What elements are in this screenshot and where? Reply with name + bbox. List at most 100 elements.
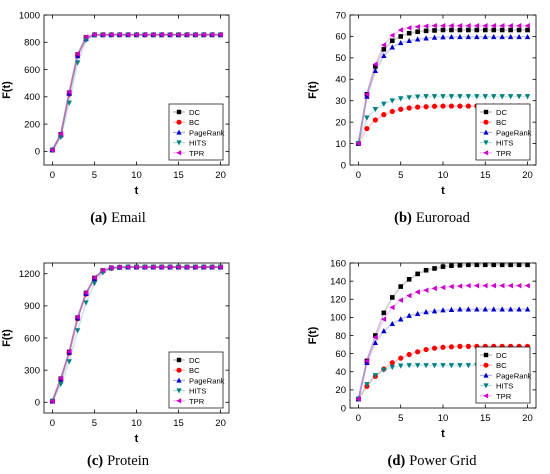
data-point-euroroad-4 xyxy=(380,42,387,48)
legend-label-euroroad-4: TPR xyxy=(496,149,512,158)
data-point-euroroad-2 xyxy=(364,93,370,99)
data-point-power-grid-4 xyxy=(355,396,361,402)
data-point-email-3 xyxy=(58,134,64,140)
data-point-power-grid-2 xyxy=(448,306,455,312)
data-point-euroroad-0 xyxy=(499,27,505,33)
data-point-email-3 xyxy=(83,37,89,44)
data-point-power-grid-0 xyxy=(508,262,513,268)
data-point-power-grid-3 xyxy=(440,363,446,369)
data-point-protein-4 xyxy=(133,264,139,270)
y-tick-label-email: 600 xyxy=(24,65,40,76)
y-tick-label-euroroad: 50 xyxy=(335,53,346,64)
x-axis-label-power-grid: t xyxy=(441,428,445,440)
data-point-email-2 xyxy=(74,53,81,59)
data-point-euroroad-3 xyxy=(516,94,522,100)
y-tick-label-euroroad: 20 xyxy=(335,117,346,128)
data-point-protein-4 xyxy=(99,267,106,273)
data-point-power-grid-2 xyxy=(457,306,463,312)
data-point-email-4 xyxy=(175,31,181,38)
data-point-euroroad-1 xyxy=(457,103,463,109)
data-point-power-grid-2 xyxy=(381,328,387,334)
y-tick-label-euroroad: 60 xyxy=(335,32,346,43)
data-point-euroroad-3 xyxy=(389,98,395,104)
data-point-euroroad-4 xyxy=(473,23,480,29)
plot-area-power-grid: 0 5 10 15 20 0 20 40 60 80 100 120 140 160 t F(t) DCBCPa… xyxy=(307,258,537,440)
data-point-euroroad-2 xyxy=(524,33,531,40)
data-point-power-grid-2 xyxy=(414,310,421,317)
data-point-euroroad-4 xyxy=(482,23,488,29)
data-point-power-grid-2 xyxy=(372,339,379,346)
data-point-euroroad-0 xyxy=(415,29,420,35)
y-tick-label-email: 200 xyxy=(24,119,40,130)
y-tick-label-power-grid: 100 xyxy=(330,313,346,324)
legend-label-euroroad-3: HITS xyxy=(496,139,513,148)
data-point-power-grid-2 xyxy=(499,306,505,312)
data-point-power-grid-0 xyxy=(449,263,454,269)
legend-marker-power-grid-2 xyxy=(483,372,489,378)
data-point-email-4 xyxy=(108,31,114,38)
y-tick-label-euroroad: 10 xyxy=(335,139,346,150)
x-tick-label-power-grid: 5 xyxy=(398,413,403,424)
data-point-power-grid-3 xyxy=(364,382,370,388)
data-point-power-grid-1 xyxy=(431,345,438,351)
legend-label-protein-3: HITS xyxy=(189,387,206,396)
data-point-euroroad-3 xyxy=(482,94,488,100)
data-point-euroroad-3 xyxy=(364,115,370,121)
data-point-power-grid-0 xyxy=(474,262,480,268)
data-point-protein-4 xyxy=(49,398,55,404)
x-axis-label-euroroad: t xyxy=(441,185,445,197)
data-point-protein-3 xyxy=(74,328,81,334)
caption-name-power-grid: Power Grid xyxy=(409,453,477,469)
data-point-power-grid-4 xyxy=(516,282,522,289)
legend-marker-power-grid-3 xyxy=(483,383,489,389)
data-point-email-4 xyxy=(116,31,122,38)
x-tick-label-euroroad: 10 xyxy=(438,170,449,181)
data-point-euroroad-1 xyxy=(398,106,404,112)
data-point-power-grid-4 xyxy=(448,283,454,290)
data-point-euroroad-2 xyxy=(499,33,505,40)
legend-marker-power-grid-4 xyxy=(483,393,489,399)
x-tick-label-power-grid: 15 xyxy=(480,413,491,424)
data-point-euroroad-4 xyxy=(516,23,522,29)
data-point-euroroad-4 xyxy=(397,27,404,33)
data-point-power-grid-3 xyxy=(431,363,438,369)
data-point-email-4 xyxy=(66,89,72,95)
legend-marker-protein-3 xyxy=(176,388,182,394)
y-tick-label-protein: 900 xyxy=(24,301,40,312)
data-point-euroroad-3 xyxy=(398,96,404,102)
data-point-power-grid-2 xyxy=(423,309,429,315)
data-point-email-3 xyxy=(66,100,72,106)
data-point-euroroad-3 xyxy=(507,94,514,100)
data-point-protein-4 xyxy=(209,264,215,270)
caption-euroroad: (b) Euroroad xyxy=(394,210,470,226)
y-axis-label-protein: F(t) xyxy=(1,329,13,347)
data-point-power-grid-4 xyxy=(414,289,420,295)
data-point-euroroad-3 xyxy=(474,94,480,100)
plot-area-euroroad: 0 5 10 15 20 0 10 20 30 40 50 60 70 t F(t) DCBCPageRank… xyxy=(307,10,537,197)
data-point-protein-4 xyxy=(57,375,64,381)
data-point-euroroad-1 xyxy=(423,104,429,110)
x-axis-label-email: t xyxy=(135,185,139,197)
data-point-euroroad-4 xyxy=(355,140,361,147)
legend-marker-protein-4 xyxy=(176,398,182,404)
data-point-protein-4 xyxy=(150,264,156,270)
data-point-euroroad-4 xyxy=(423,23,429,29)
legend-label-protein-4: TPR xyxy=(189,397,205,406)
data-point-euroroad-2 xyxy=(491,33,497,40)
data-point-euroroad-3 xyxy=(448,94,455,100)
data-point-euroroad-3 xyxy=(457,94,463,100)
y-tick-label-power-grid: 60 xyxy=(335,349,346,360)
data-point-euroroad-4 xyxy=(507,23,513,29)
x-tick-label-euroroad: 0 xyxy=(356,170,361,181)
data-point-power-grid-0 xyxy=(432,266,437,271)
data-point-euroroad-1 xyxy=(406,105,412,111)
data-point-power-grid-2 xyxy=(465,306,472,312)
data-point-email-3 xyxy=(74,60,81,66)
x-axis-label-protein: t xyxy=(135,433,139,445)
data-point-euroroad-3 xyxy=(524,94,531,100)
data-point-power-grid-1 xyxy=(415,349,421,355)
data-point-power-grid-4 xyxy=(465,282,471,289)
data-point-euroroad-4 xyxy=(364,91,370,97)
data-point-euroroad-0 xyxy=(491,27,497,33)
